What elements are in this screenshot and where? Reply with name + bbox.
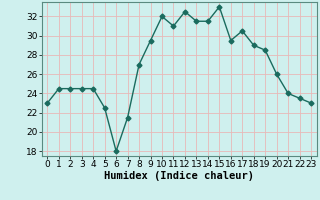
X-axis label: Humidex (Indice chaleur): Humidex (Indice chaleur) [104,171,254,181]
